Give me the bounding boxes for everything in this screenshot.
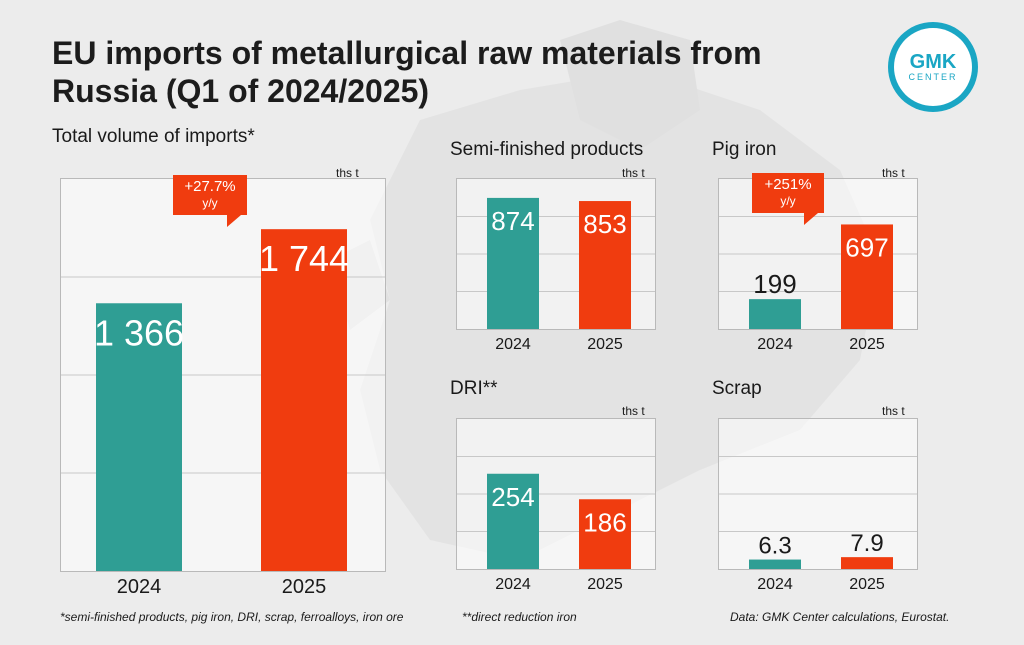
scrap-value-label-2024: 6.3: [758, 533, 791, 560]
footnote-total: *semi-finished products, pig iron, DRI, …: [60, 610, 404, 624]
pig-iron-chart-svg: 199 2024 697 2025: [719, 216, 917, 353]
scrap-bar-2024: [749, 559, 801, 569]
pig-iron-unit-label: ths t: [882, 166, 905, 180]
dri-chart-title: DRI**: [450, 378, 498, 399]
semi-category-label-2025: 2025: [587, 336, 623, 353]
logo-main-text: GMK: [909, 50, 957, 73]
footnote-dri: **direct reduction iron: [462, 610, 577, 624]
dri-chart-panel: 254 2024 186 2025: [456, 418, 656, 593]
scrap-bar-2025: [841, 557, 893, 569]
total-category-label-2025: 2025: [282, 576, 327, 598]
semi-chart-panel: 874 2024 853 2025: [456, 178, 656, 353]
semi-bar-2025: [579, 201, 631, 329]
pig-iron-growth-unit: y/y: [780, 194, 796, 208]
semi-chart-title: Semi-finished products: [450, 139, 644, 160]
semi-value-label-2025: 853: [583, 209, 626, 239]
total-value-label-2024: 1 366: [94, 312, 184, 353]
semi-unit-label: ths t: [622, 166, 645, 180]
scrap-unit-label: ths t: [882, 404, 905, 418]
footnote-source: Data: GMK Center calculations, Eurostat.: [730, 610, 950, 624]
scrap-chart-title: Scrap: [712, 378, 762, 399]
total-bar-2024: [96, 303, 182, 571]
semi-category-label-2024: 2024: [495, 336, 531, 353]
dri-bar-2025: [579, 499, 631, 569]
semi-chart-svg: 874 2024 853 2025: [457, 197, 655, 353]
total-chart-title: Total volume of imports*: [52, 126, 255, 147]
dri-value-label-2024: 254: [491, 482, 534, 512]
pig-iron-growth-value: +251%: [764, 176, 812, 193]
semi-value-label-2024: 874: [491, 206, 534, 236]
gmk-center-logo: GMK CENTER: [888, 22, 978, 112]
dri-category-label-2024: 2024: [495, 576, 531, 593]
logo-sub-text: CENTER: [908, 71, 958, 82]
scrap-chart-svg: 6.3 2024 7.9 2025: [719, 456, 917, 593]
semi-bar-2024: [487, 197, 539, 329]
total-chart-panel: 1 366 2024 1 744 2025: [60, 178, 386, 598]
scrap-category-label-2025: 2025: [849, 576, 885, 593]
pig-iron-value-label-2025: 697: [845, 232, 888, 262]
dri-chart-svg: 254 2024 186 2025: [457, 456, 655, 593]
pig-iron-chart-title: Pig iron: [712, 139, 777, 160]
scrap-value-label-2025: 7.9: [850, 530, 883, 557]
total-chart-svg: 1 366 2024 1 744 2025: [61, 229, 385, 598]
scrap-chart-panel: 6.3 2024 7.9 2025: [718, 418, 918, 593]
scrap-category-label-2024: 2024: [757, 576, 793, 593]
total-bar-2025: [261, 229, 347, 571]
dri-value-label-2025: 186: [583, 507, 626, 537]
dri-bar-2024: [487, 473, 539, 569]
total-value-label-2025: 1 744: [259, 238, 349, 279]
pig-iron-bar-2025: [841, 224, 893, 329]
total-growth-unit: y/y: [202, 196, 218, 210]
pig-iron-value-label-2024: 199: [753, 269, 796, 299]
total-growth-badge: +27.7% y/y: [173, 175, 247, 227]
dri-category-label-2025: 2025: [587, 576, 623, 593]
pig-iron-category-label-2024: 2024: [757, 336, 793, 353]
pig-iron-growth-badge: +251% y/y: [752, 173, 824, 225]
total-growth-value: +27.7%: [184, 178, 236, 195]
pig-iron-category-label-2025: 2025: [849, 336, 885, 353]
page-title: EU imports of metallurgical raw material…: [52, 35, 762, 109]
dri-unit-label: ths t: [622, 404, 645, 418]
pig-iron-bar-2024: [749, 299, 801, 329]
total-unit-label: ths t: [336, 166, 359, 180]
total-category-label-2024: 2024: [117, 576, 162, 598]
